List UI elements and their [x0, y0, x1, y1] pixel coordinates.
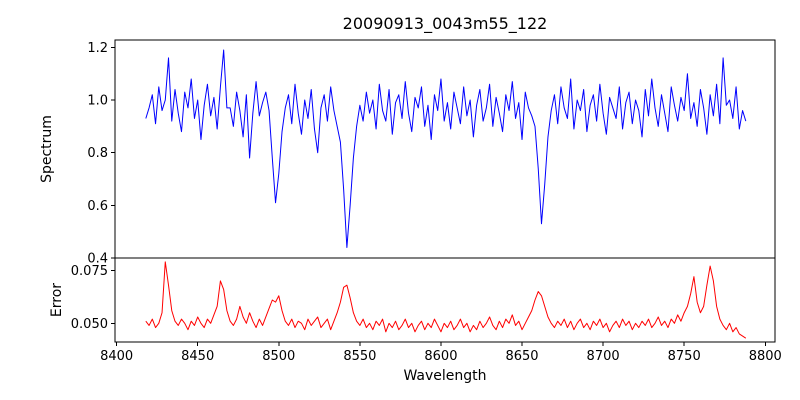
x-tick-label: 8650 — [505, 349, 538, 364]
spectrum-y-tick-label: 1.0 — [87, 94, 108, 109]
error-y-tick-label: 0.075 — [71, 264, 108, 279]
x-tick-label: 8700 — [587, 349, 620, 364]
error-line — [145, 261, 747, 339]
spectrum-y-tick-label: 0.8 — [87, 146, 108, 161]
x-tick-label: 8550 — [343, 349, 376, 364]
x-tick-label: 8800 — [749, 349, 782, 364]
x-tick-label: 8400 — [100, 349, 133, 364]
x-tick-label: 8450 — [181, 349, 214, 364]
chart-title: 20090913_0043m55_122 — [342, 14, 548, 33]
spectrum-axes — [114, 39, 776, 259]
x-tick-label: 8600 — [424, 349, 457, 364]
x-axis-label: Wavelength — [403, 368, 487, 384]
error-y-tick-label: 0.050 — [71, 317, 108, 332]
spectrum-line — [145, 49, 747, 248]
spectrum-y-tick-label: 0.6 — [87, 199, 108, 214]
spectrum-y-tick-label: 0.4 — [87, 252, 108, 267]
error-axes — [114, 257, 776, 343]
x-tick-label: 8500 — [262, 349, 295, 364]
spectrum-axis-label: Spectrum — [39, 115, 55, 183]
spectrum-y-tick-label: 1.2 — [87, 41, 108, 56]
x-tick-label: 8750 — [668, 349, 701, 364]
error-axis-label: Error — [49, 282, 65, 318]
